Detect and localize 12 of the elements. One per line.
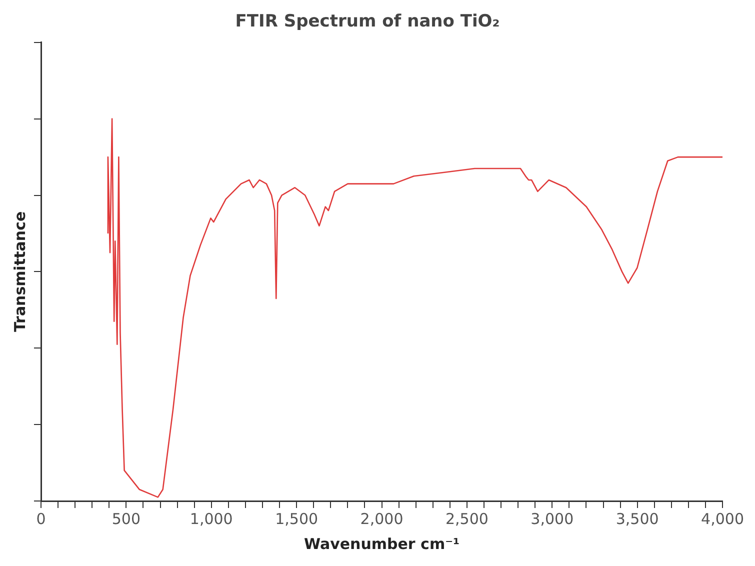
x-tick-label: 3,500 — [616, 510, 659, 528]
x-tick-label: 4,000 — [701, 510, 744, 528]
x-tick-label: 0 — [36, 510, 46, 528]
x-tick-label: 2,000 — [360, 510, 404, 528]
x-tick-label: 2,500 — [445, 510, 488, 528]
y-axis-title: Transmittance — [10, 211, 29, 332]
x-axis-title: Wavenumber cm⁻¹ — [304, 534, 460, 553]
x-tick-label: 500 — [112, 510, 141, 528]
chart-title: FTIR Spectrum of nano TiO₂ — [235, 12, 500, 32]
x-tick-label: 3,000 — [530, 510, 574, 528]
x-tick-label: 1,000 — [190, 510, 233, 528]
x-tick-label: 1,500 — [275, 510, 318, 528]
